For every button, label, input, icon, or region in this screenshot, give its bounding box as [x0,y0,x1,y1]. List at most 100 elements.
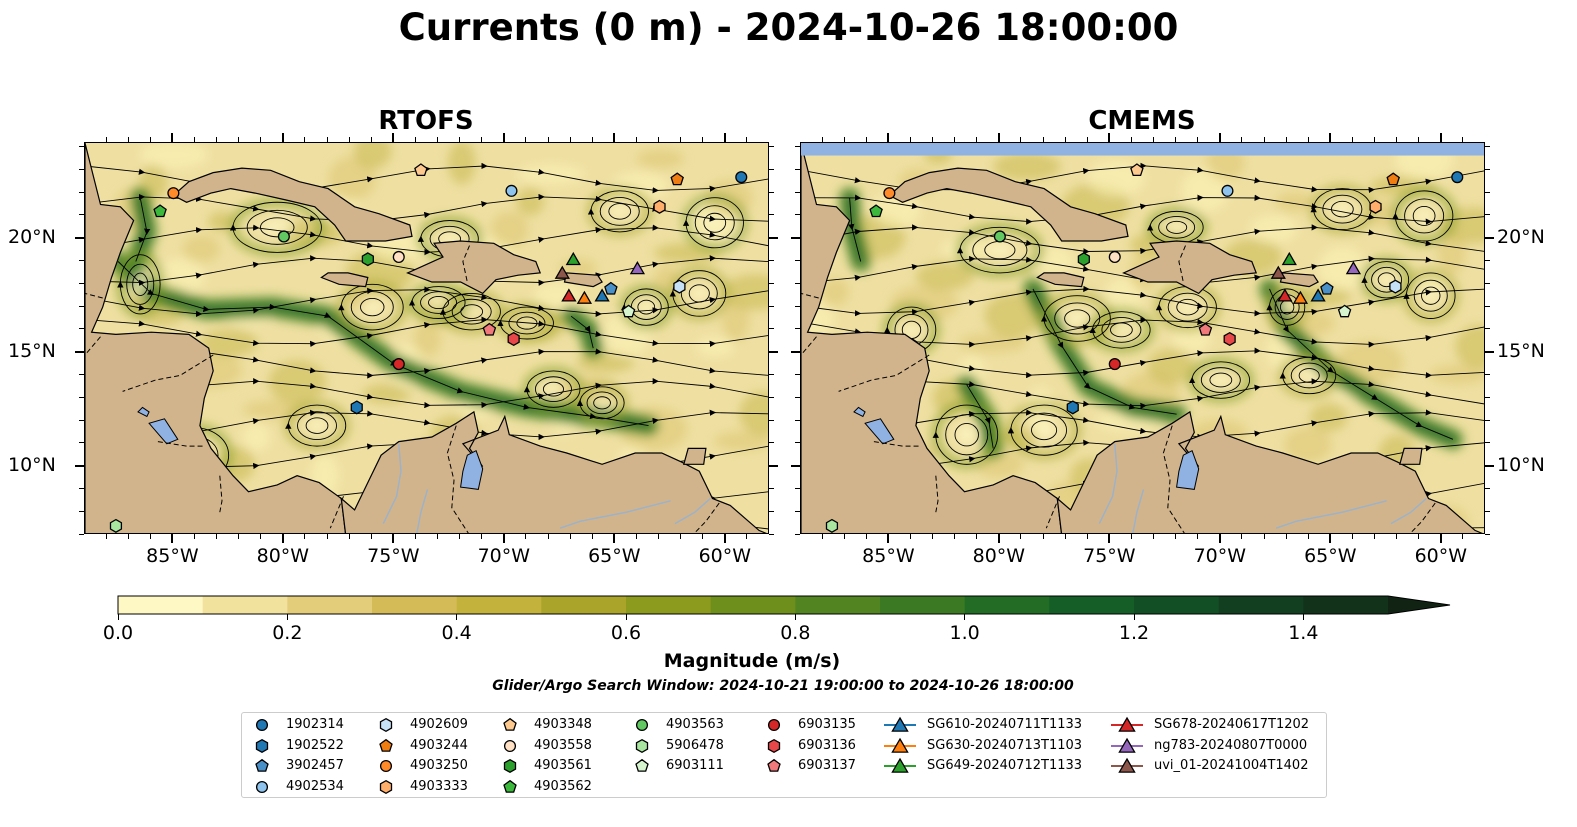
lon-minor-tick [1285,137,1287,142]
platform-marker-SG610-20240711T1133 [1310,288,1326,302]
lat-tick-label-right: 15°N [1497,339,1545,362]
colorbar-tick-mark [1302,614,1304,620]
lon-tick-mark [281,133,284,142]
land-jamaica [320,272,369,288]
lat-minor-tick [79,533,84,535]
lon-minor-tick [216,137,218,142]
lon-minor-tick [238,137,240,142]
colorbar-title: Magnitude (m/s) [663,650,841,672]
legend-marker [635,758,649,772]
lon-minor-tick [547,137,549,142]
lon-minor-tick [865,137,867,142]
legend-marker [767,718,781,732]
land-masses [85,143,767,533]
lake-maracaibo [460,449,484,490]
lon-minor-tick [1153,137,1155,142]
platform-marker-4903244 [670,172,684,186]
legend-marker-4903250 [379,759,393,773]
platform-marker-4902534 [505,184,518,197]
lon-minor-tick [1396,137,1398,142]
lat-minor-tick [1485,146,1490,148]
legend-label: 4903348 [534,717,592,732]
colorbar-swatch [1134,596,1220,614]
colorbar-swatch [880,596,966,614]
colorbar-tick-label: 0.8 [780,622,811,644]
lon-minor-tick [525,534,527,539]
platform-marker-6903135 [1108,358,1121,371]
platform-marker-5906478 [109,518,123,533]
colorbar-swatch [118,596,204,614]
legend-marker-6903111 [635,758,649,772]
platform-marker-SG630-20240713T1103 [1292,290,1309,304]
platform-marker-4903562 [869,204,883,218]
lat-minor-tick [769,305,774,307]
legend-marker [379,717,393,733]
lon-minor-tick [304,137,306,142]
platform-marker-4903561 [1077,252,1090,267]
colorbar-tick-label: 1.2 [1118,622,1150,644]
no-data-strip [801,143,1484,156]
legend-label: 4903250 [410,758,468,773]
lon-minor-tick [1020,534,1022,539]
legend-label: 6903135 [798,717,856,732]
lon-minor-tick [909,137,911,142]
lat-minor-tick [79,442,84,444]
colorbar-tick-label: 0.6 [610,622,642,644]
lon-minor-tick [1175,534,1177,539]
lon-minor-tick [459,137,461,142]
legend-marker [767,738,781,753]
legend-marker-6903137 [767,758,781,772]
legend-marker [503,779,517,793]
platform-marker-4903348 [414,163,428,177]
lat-minor-tick [769,260,774,261]
colorbar-swatch [1049,596,1135,614]
lat-tick-label-left: 10°N [8,453,56,476]
legend-label: 4903244 [410,737,468,753]
legend-marker-4902534 [255,780,269,793]
lon-tick-mark [1108,133,1111,142]
platform-marker-4903563 [277,230,290,243]
platform-marker-ng783-20240807T0000 [1345,260,1362,275]
legend-marker-1902522 [255,738,269,753]
lat-minor-tick [79,191,84,193]
lon-minor-tick [238,534,240,539]
lon-minor-tick [909,534,911,539]
lon-minor-tick [1086,137,1088,142]
lon-minor-tick [105,534,107,539]
lon-minor-tick [1462,534,1464,539]
lat-minor-tick [769,214,774,216]
lon-minor-tick [1351,534,1353,539]
platform-marker-1902522 [1066,400,1079,415]
legend-marker [503,739,517,752]
lon-minor-tick [746,137,748,142]
lat-tick-mark [769,464,778,467]
land-hispaniola [1122,240,1258,295]
land-cuba [888,167,1129,242]
lat-minor-tick [795,214,800,216]
lon-minor-tick [304,534,306,539]
platform-marker-4903561 [361,252,374,267]
platform-marker-4902609 [673,279,686,294]
land-hispaniola [406,240,542,295]
colorbar-swatch [626,596,712,614]
platform-marker-4903562 [153,204,167,218]
lat-tick-mark [791,350,800,353]
lake-managua [853,406,866,418]
lat-minor-tick [769,533,774,535]
lon-tick-label: 70°W [477,545,531,567]
lon-minor-tick [127,534,129,539]
legend-marker [255,738,269,753]
platform-marker-4903563 [993,230,1006,243]
lat-tick-mark [791,236,800,239]
land-south_america [340,410,767,533]
colorbar-tick-mark [794,614,796,620]
legend-label: SG610-20240711T1133 [927,717,1083,732]
lat-minor-tick [795,191,800,193]
lon-minor-tick [437,137,439,142]
lon-tick-mark [1439,133,1442,142]
lon-minor-tick [1374,137,1376,142]
lon-minor-tick [1086,534,1088,539]
legend-marker-SG610-20240711T1133 [891,716,909,732]
lat-tick-label-right: 20°N [1497,225,1545,248]
lat-tick-label-left: 15°N [8,339,56,362]
